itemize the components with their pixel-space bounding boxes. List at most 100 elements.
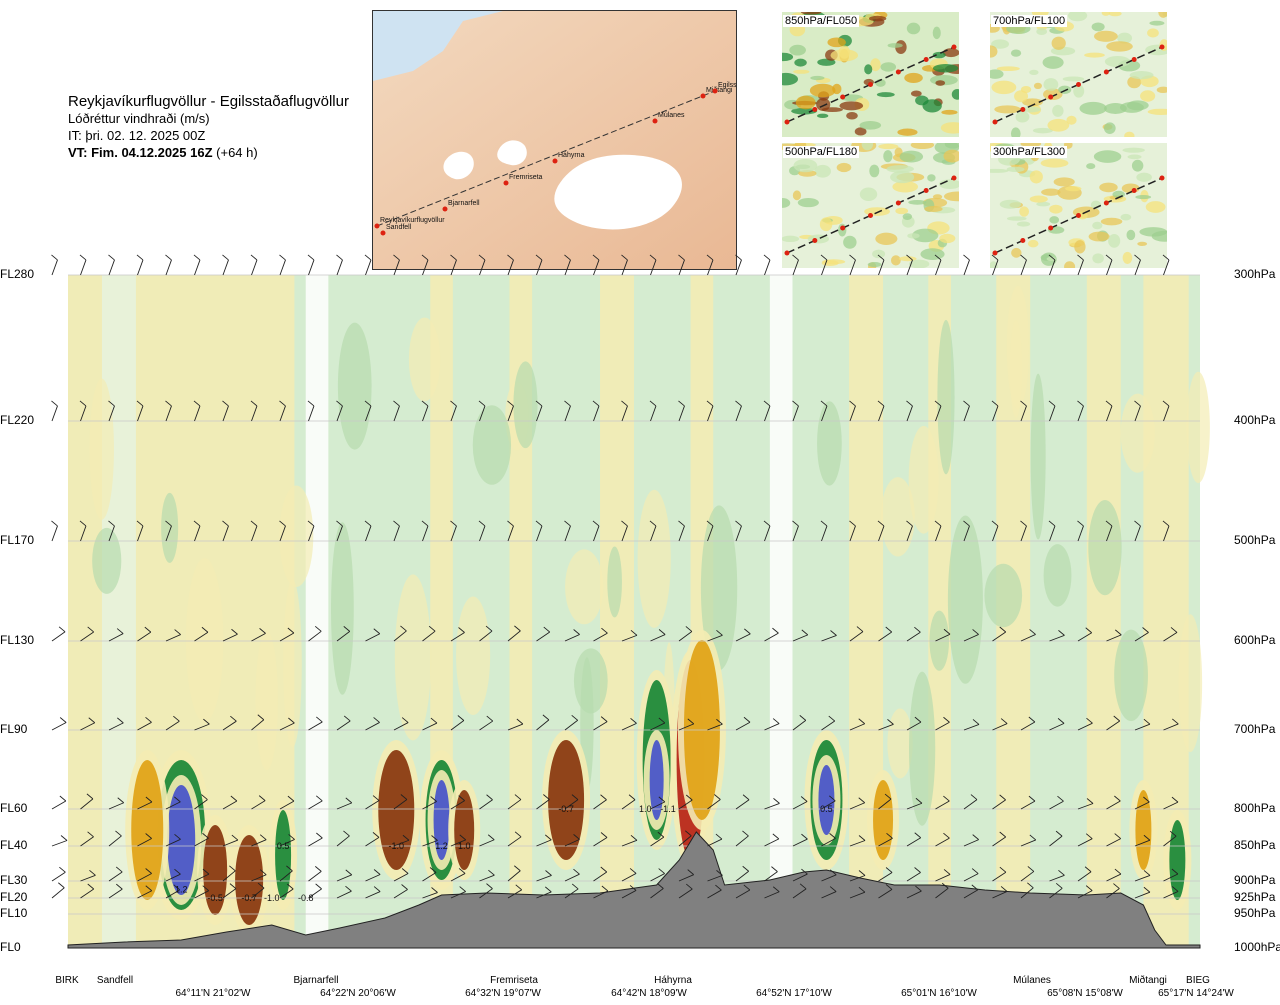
wind-barb-feather (714, 794, 721, 800)
wind-barb-feather (1162, 520, 1170, 527)
wind-barb-feather (258, 795, 266, 802)
wind-barb-staff (51, 871, 66, 882)
wind-barb (792, 629, 809, 642)
wind-barb-staff (564, 634, 580, 642)
wind-barb (935, 716, 950, 731)
wind-barb-staff (621, 873, 637, 882)
wind-barb (365, 869, 381, 882)
wind-barb (849, 797, 866, 810)
wind-barb-staff (1163, 723, 1179, 731)
wind-barb-feather (203, 718, 210, 725)
wind-barb-staff (422, 630, 436, 642)
wind-barb-staff (251, 800, 266, 810)
vertical-wind-cell (1135, 790, 1152, 870)
panel-field-blob (890, 171, 915, 184)
panel-field-blob (887, 43, 903, 48)
panel-field-blob (836, 162, 852, 173)
wind-barb-feather (458, 795, 465, 801)
wind-barb (906, 400, 913, 422)
wind-barb-feather (315, 883, 322, 890)
wind-barb-feather (59, 866, 66, 873)
wind-barb (1134, 886, 1151, 899)
wind-plume-cell (1043, 544, 1072, 607)
wind-barb (878, 626, 893, 642)
wind-plume-cell (1009, 320, 1022, 418)
map-station-dot (380, 230, 386, 236)
wind-barb-staff (593, 525, 600, 542)
wind-barb-staff (1163, 891, 1179, 899)
valid-time-line: VT: Fim. 04.12.2025 16Z (+64 h) (68, 144, 349, 161)
wind-barb-staff (308, 259, 315, 276)
wind-barb (108, 717, 124, 731)
wind-barb-feather (288, 834, 295, 840)
wind-barb (450, 627, 465, 642)
wind-barb (108, 254, 115, 276)
panel-850: 850hPa/FL050 (782, 12, 959, 137)
wind-barb (935, 882, 949, 899)
wind-barb-staff (593, 837, 608, 847)
wind-barb-staff (393, 630, 407, 642)
panel-field-blob (1108, 233, 1121, 248)
panel-field-blob (1040, 158, 1069, 168)
wind-barb-staff (507, 405, 514, 422)
panel-700-field (990, 12, 1167, 137)
wind-barb (764, 833, 780, 847)
wind-barb (1020, 629, 1036, 642)
wind-barb (1106, 715, 1121, 731)
wind-barb (336, 254, 343, 276)
wind-barb-feather (514, 794, 522, 800)
flight-level-label: FL30 (0, 873, 28, 887)
wind-barb-feather (706, 400, 714, 407)
wind-barb-staff (279, 405, 286, 422)
contour-label: -0.5 (207, 893, 223, 903)
wind-barb-staff (479, 799, 493, 810)
wind-barb-feather (488, 869, 495, 876)
wind-barb-feather (307, 400, 315, 407)
wind-barb-feather (145, 796, 153, 803)
wind-barb (251, 834, 267, 847)
wind-barb-staff (536, 405, 543, 422)
wind-barb-feather (478, 400, 486, 407)
wind-barb (1077, 833, 1093, 847)
wind-barb-staff (650, 722, 666, 731)
map-station-dot (652, 118, 658, 124)
wind-barb-staff (279, 722, 295, 731)
wind-barb-feather (801, 833, 808, 840)
wind-plume (430, 275, 453, 948)
wind-barb (821, 715, 836, 731)
wind-barb-feather (115, 830, 122, 837)
wind-barb-staff (1049, 634, 1065, 642)
wind-barb-staff (963, 873, 979, 882)
pressure-level-label: 900hPa (1234, 873, 1276, 887)
wind-barb-feather (971, 884, 979, 891)
wind-barb-feather (144, 626, 152, 633)
wind-barb (564, 714, 579, 731)
wind-barb-staff (365, 633, 380, 642)
wind-barb-staff (479, 525, 486, 542)
wind-barb (279, 717, 295, 731)
wind-barb (250, 400, 258, 422)
wind-barb-staff (507, 723, 524, 731)
wind-barb (1162, 400, 1170, 422)
wind-barb (707, 833, 723, 847)
wind-barb-feather (431, 835, 438, 841)
wind-barb-staff (450, 891, 466, 899)
wind-barb-feather (963, 254, 970, 261)
pressure-level-label: 800hPa (1234, 801, 1276, 815)
wind-barb-staff (735, 525, 742, 542)
wind-barb-staff (51, 525, 58, 542)
wind-barb-feather (545, 870, 552, 876)
wind-barb-feather (286, 883, 294, 890)
wind-barb-staff (792, 634, 808, 642)
wind-barb (906, 520, 913, 542)
wind-barb-staff (393, 839, 410, 847)
wind-barb-feather (658, 868, 665, 874)
wind-barb (820, 520, 828, 542)
wind-barb (165, 833, 181, 847)
wind-barb-staff (963, 839, 979, 847)
flight-level-label: FL60 (0, 801, 28, 815)
wind-barb-staff (821, 525, 828, 542)
wind-barb (678, 626, 693, 642)
panel-field-blob (908, 199, 927, 205)
